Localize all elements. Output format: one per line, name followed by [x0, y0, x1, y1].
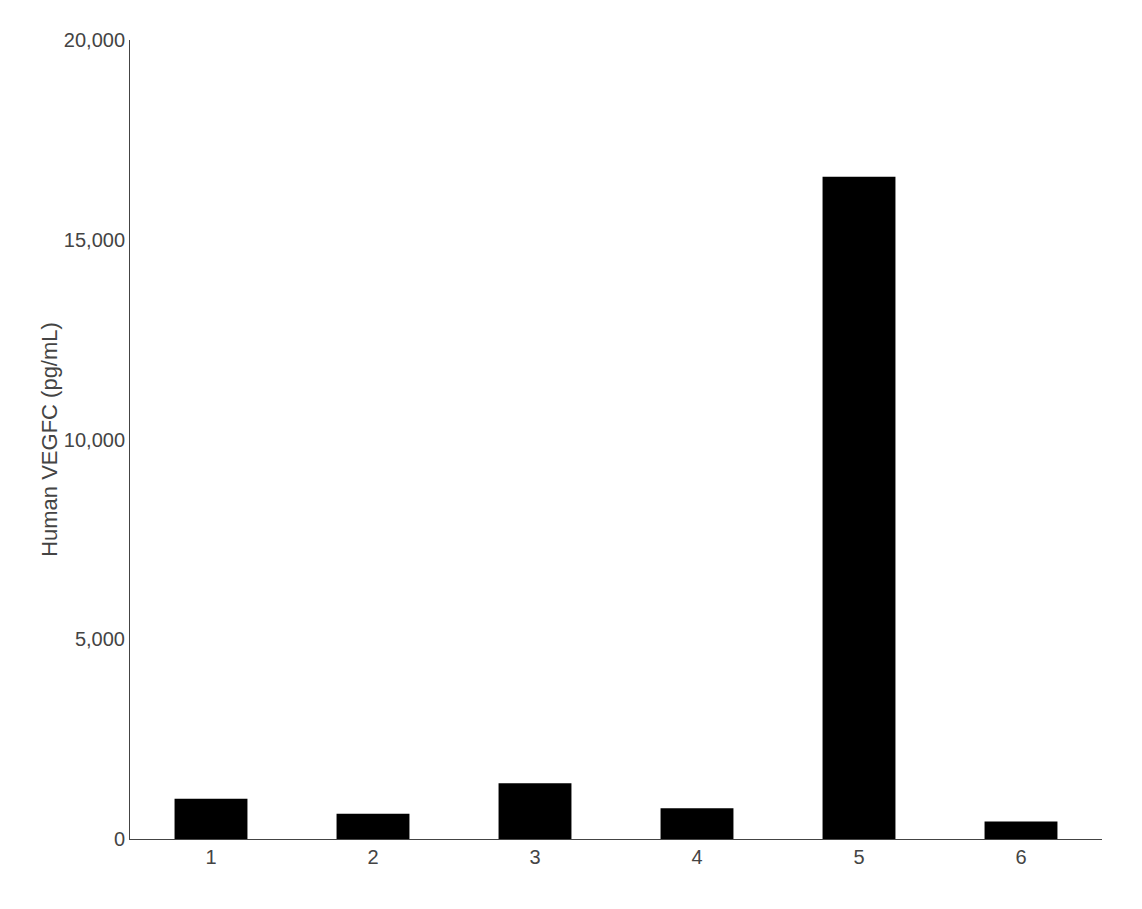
- svg-text:5: 5: [853, 846, 864, 868]
- svg-text:20,000: 20,000: [64, 29, 125, 51]
- svg-text:1: 1: [205, 846, 216, 868]
- svg-text:2: 2: [367, 846, 378, 868]
- svg-text:0: 0: [114, 828, 125, 850]
- svg-text:Human VEGFC (pg/mL): Human VEGFC (pg/mL): [37, 322, 62, 557]
- svg-text:5,000: 5,000: [75, 628, 125, 650]
- svg-text:15,000: 15,000: [64, 229, 125, 251]
- svg-text:6: 6: [1015, 846, 1026, 868]
- svg-text:3: 3: [529, 846, 540, 868]
- svg-text:4: 4: [691, 846, 702, 868]
- svg-text:10,000: 10,000: [64, 429, 125, 451]
